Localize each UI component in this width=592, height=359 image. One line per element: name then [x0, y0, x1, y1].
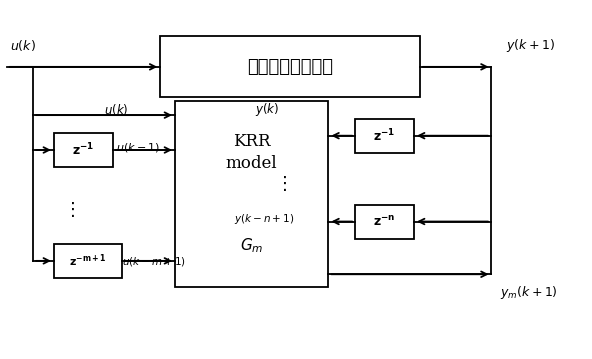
Text: $\mathbf{z^{-n}}$: $\mathbf{z^{-n}}$: [374, 215, 396, 229]
Text: $y_m(k+1)$: $y_m(k+1)$: [500, 284, 558, 300]
Text: $\mathbf{z^{-1}}$: $\mathbf{z^{-1}}$: [374, 127, 395, 144]
Bar: [54, 133, 113, 167]
Text: KRR
model: KRR model: [226, 133, 278, 172]
Bar: [54, 244, 122, 278]
Bar: [355, 119, 414, 153]
Text: $y(k-n+1)$: $y(k-n+1)$: [234, 212, 294, 226]
Text: $u(k-1)$: $u(k-1)$: [116, 141, 160, 154]
Text: $y(k)$: $y(k)$: [255, 101, 279, 118]
Text: $\vdots$: $\vdots$: [275, 173, 287, 192]
Bar: [160, 37, 420, 97]
Text: $G_m$: $G_m$: [240, 237, 263, 255]
Text: 永磁同步直线电机: 永磁同步直线电机: [247, 58, 333, 76]
Text: $u(k-m+1)$: $u(k-m+1)$: [122, 255, 186, 267]
Bar: [355, 205, 414, 238]
Text: $u(k)$: $u(k)$: [104, 102, 128, 117]
Text: $\mathbf{z^{-m+1}}$: $\mathbf{z^{-m+1}}$: [69, 253, 107, 269]
Text: $u(k)$: $u(k)$: [9, 38, 36, 53]
Text: $\vdots$: $\vdots$: [63, 200, 75, 219]
Text: $\mathbf{z^{-1}}$: $\mathbf{z^{-1}}$: [72, 142, 95, 158]
Bar: [175, 101, 329, 287]
Text: $y(k+1)$: $y(k+1)$: [506, 37, 555, 54]
